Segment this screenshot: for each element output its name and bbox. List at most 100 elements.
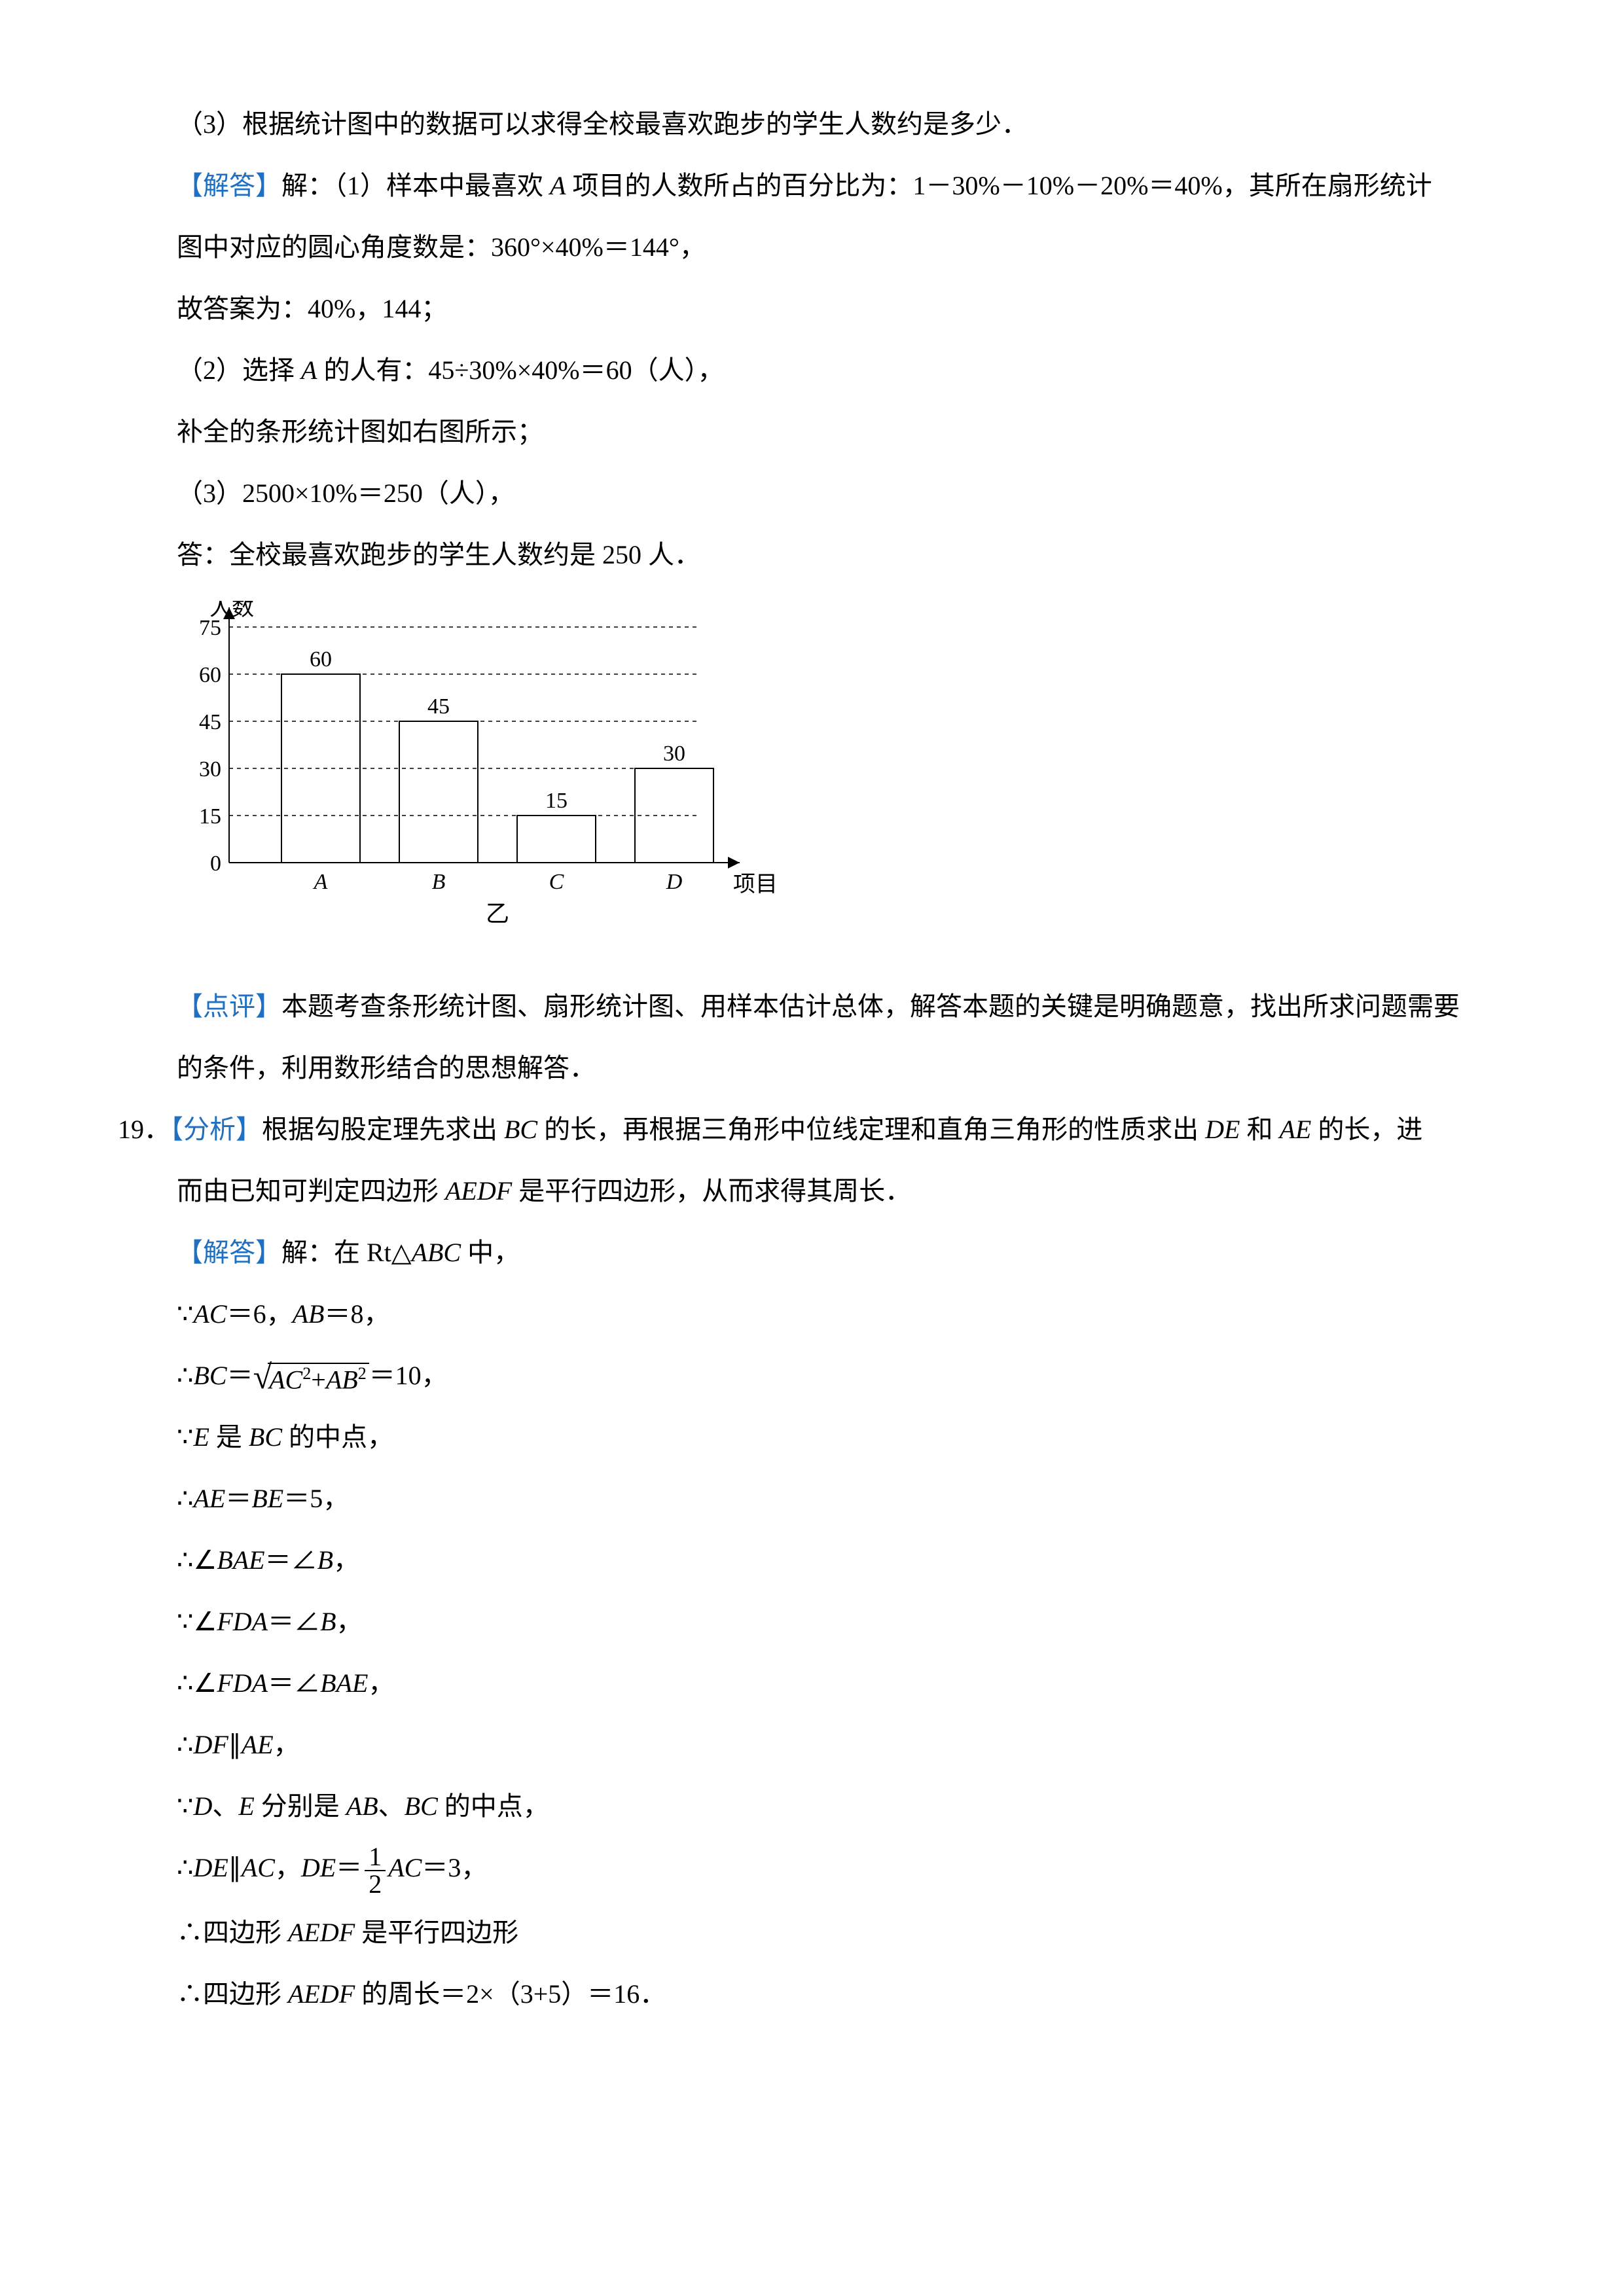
bar-chart-svg: 人数0153045607560A45B15C30D项目乙	[177, 601, 779, 954]
t: ＝6，	[227, 1299, 293, 1329]
t: 的人有：45÷30%×40%＝60（人），	[317, 355, 723, 385]
var: BC	[249, 1422, 282, 1452]
jieda-line1: 【解答】解：（1）样本中最喜欢 A 项目的人数所占的百分比为：1－30%－10%…	[118, 160, 1480, 212]
t: 是	[209, 1422, 249, 1452]
t: 中，	[461, 1238, 520, 1267]
svg-text:B: B	[432, 870, 446, 894]
q19-num: 19．	[118, 1115, 170, 1144]
svg-text:75: 75	[199, 616, 221, 640]
frac-den: 2	[365, 1871, 386, 1897]
s-line3: ∵E 是 BC 的中点，	[118, 1411, 1480, 1463]
jieda-line4: 补全的条形统计图如右图所示；	[118, 406, 1480, 458]
svg-text:60: 60	[199, 663, 221, 687]
var: BC	[193, 1361, 226, 1390]
s-line1: ∵AC＝6，AB＝8，	[118, 1288, 1480, 1340]
fenxi-label: 【分析】	[170, 1115, 262, 1144]
radicand: AC2+AB2	[268, 1363, 369, 1393]
t: ∴四边形	[177, 1918, 288, 1947]
t: ∵	[177, 1299, 193, 1329]
svg-text:A: A	[313, 870, 328, 894]
var: AE	[242, 1730, 274, 1759]
var: BC	[405, 1791, 438, 1821]
t: ∵	[177, 1791, 193, 1821]
t: 、	[212, 1791, 238, 1821]
jieda-line1b: 图中对应的圆心角度数是：360°×40%＝144°，	[118, 221, 1480, 274]
t: 是平行四边形	[355, 1918, 518, 1947]
t: ＝8，	[324, 1299, 389, 1329]
t: 解：在 Rt△	[281, 1238, 412, 1267]
bar-chart: 人数0153045607560A45B15C30D项目乙	[177, 601, 1480, 954]
var: DE	[193, 1853, 228, 1882]
var: BE	[251, 1484, 283, 1513]
t: ∴四边形	[177, 1979, 288, 2009]
var: AE	[193, 1484, 225, 1513]
t: ，	[333, 1545, 359, 1575]
jieda-label: 【解答】	[177, 171, 281, 200]
jieda-line2: 故答案为：40%，144；	[118, 283, 1480, 335]
var: AB	[326, 1365, 358, 1395]
frac-num: 1	[365, 1844, 386, 1871]
t: ＝∠	[268, 1607, 320, 1636]
t: ∵∠	[177, 1607, 217, 1636]
t: ∴	[177, 1484, 193, 1513]
t: ，	[274, 1730, 300, 1759]
t: 和	[1240, 1115, 1279, 1144]
jieda-line6: 答：全校最喜欢跑步的学生人数约是 250 人．	[118, 529, 1480, 581]
var: AB	[346, 1791, 378, 1821]
t: 、	[378, 1791, 405, 1821]
var: FDA	[217, 1668, 268, 1698]
var: E	[193, 1422, 209, 1452]
s-line8: ∴DF∥AE，	[118, 1719, 1480, 1771]
t: ∴	[177, 1730, 193, 1759]
var: D	[193, 1791, 212, 1821]
t: ∴∠	[177, 1545, 217, 1575]
dianping-line2: 的条件，利用数形结合的思想解答．	[118, 1042, 1480, 1094]
q19-line1: 19．【分析】根据勾股定理先求出 BC 的长，再根据三角形中位线定理和直角三角形…	[118, 1103, 1480, 1156]
var: AC	[269, 1365, 302, 1395]
s-line4: ∴AE＝BE＝5，	[118, 1473, 1480, 1525]
t: ＝10，	[369, 1361, 448, 1390]
s-line6: ∵∠FDA＝∠B，	[118, 1596, 1480, 1648]
svg-text:30: 30	[199, 757, 221, 781]
t: ∵	[177, 1422, 193, 1452]
svg-text:60: 60	[310, 647, 332, 672]
t: ＝	[225, 1484, 251, 1513]
t: 解：（1）样本中最喜欢	[281, 171, 550, 200]
jieda-line3: （2）选择 A 的人有：45÷30%×40%＝60（人），	[118, 344, 1480, 397]
page: （3）根据统计图中的数据可以求得全校最喜欢跑步的学生人数约是多少． 【解答】解：…	[0, 0, 1624, 2296]
fraction: 12	[365, 1844, 386, 1897]
var: AEDF	[288, 1918, 355, 1947]
t: 而由已知可判定四边形	[177, 1176, 445, 1206]
var-A: A	[301, 355, 317, 385]
var: AC	[193, 1299, 226, 1329]
t: 的中点，	[282, 1422, 393, 1452]
t: 项目的人数所占的百分比为：1－30%－10%－20%＝40%，其所在扇形统计	[566, 171, 1432, 200]
jieda-label2: 【解答】	[177, 1238, 281, 1267]
s-line9: ∵D、E 分别是 AB、BC 的中点，	[118, 1780, 1480, 1833]
s-line11: ∴四边形 AEDF 是平行四边形	[118, 1907, 1480, 1959]
t: ，	[336, 1607, 363, 1636]
var: ABC	[412, 1238, 461, 1267]
var: AE	[1279, 1115, 1311, 1144]
t: 的长，进	[1311, 1115, 1422, 1144]
t: ＝5，	[283, 1484, 349, 1513]
svg-text:45: 45	[427, 694, 450, 719]
var: E	[238, 1791, 254, 1821]
s-line5: ∴∠BAE＝∠B，	[118, 1534, 1480, 1587]
t: ∴	[177, 1853, 193, 1882]
svg-text:项目: 项目	[733, 872, 778, 897]
t: ∴	[177, 1361, 193, 1390]
svg-text:15: 15	[545, 789, 568, 813]
var: FDA	[217, 1607, 268, 1636]
var: B	[320, 1607, 336, 1636]
jieda-line5: （3）2500×10%＝250（人），	[118, 467, 1480, 520]
t: 的周长＝2×（3+5）＝16．	[355, 1979, 666, 2009]
var: DE	[1205, 1115, 1240, 1144]
t: 的长，再根据三角形中位线定理和直角三角形的性质求出	[537, 1115, 1205, 1144]
var: AB	[293, 1299, 325, 1329]
sqrt: √AC2+AB2	[253, 1363, 369, 1393]
t: ∥	[228, 1730, 242, 1759]
var: DF	[193, 1730, 228, 1759]
t: 本题考查条形统计图、扇形统计图、用样本估计总体，解答本题的关键是明确题意，找出所…	[281, 992, 1460, 1021]
var: BAE	[217, 1545, 264, 1575]
